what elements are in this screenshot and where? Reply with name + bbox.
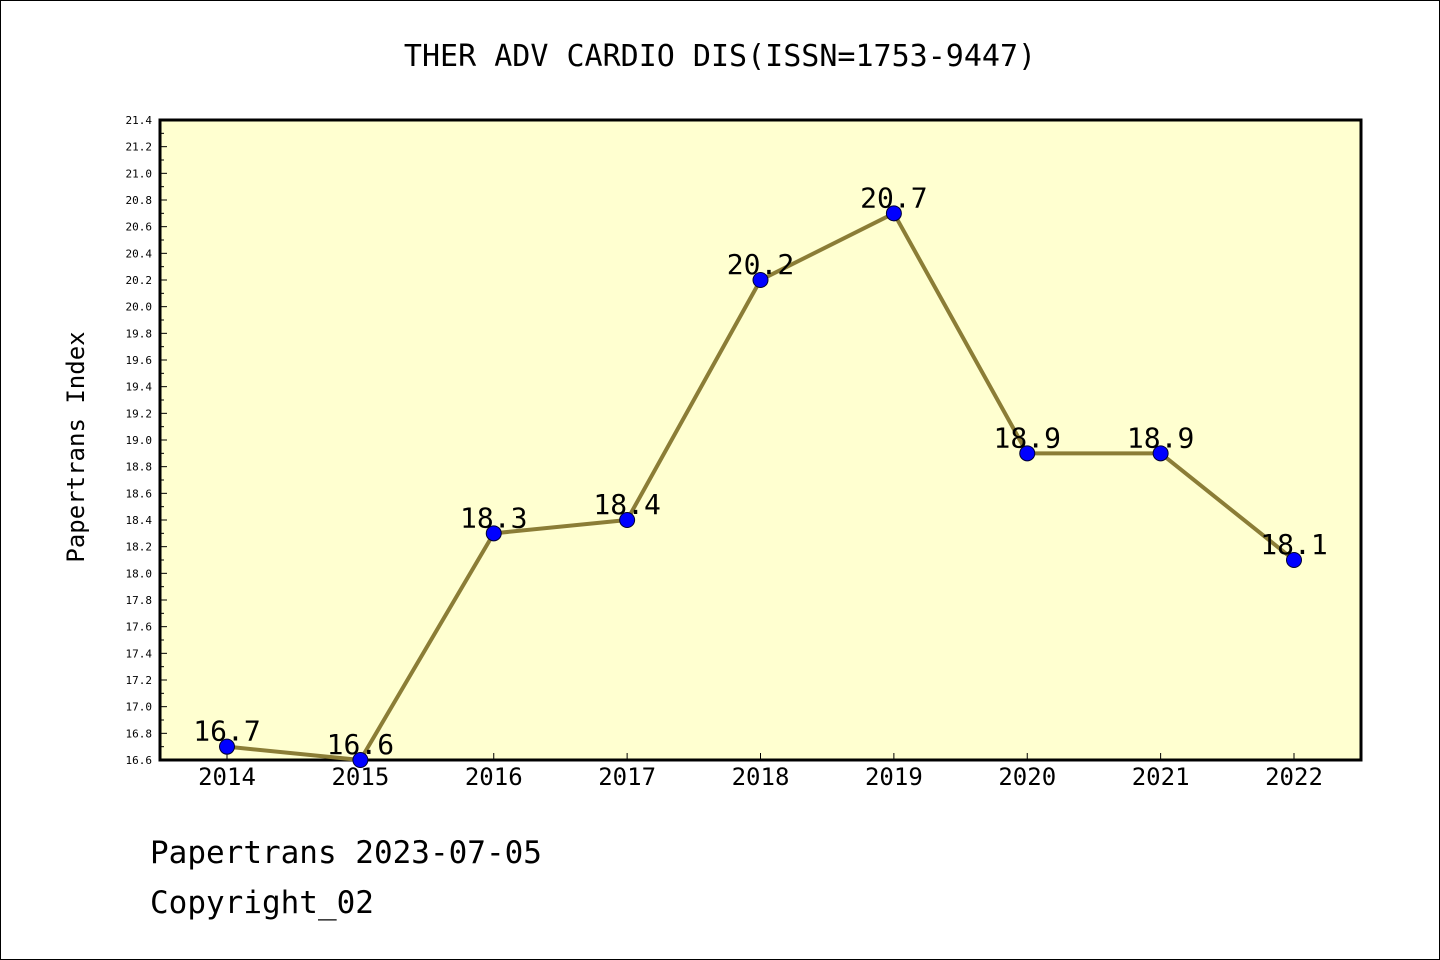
y-axis-label: Papertrans Index: [62, 331, 90, 562]
x-tick-label: 2022: [1265, 763, 1323, 791]
x-tick-label: 2014: [198, 763, 256, 791]
data-point: [219, 738, 235, 755]
y-tick-label: 20.8: [126, 194, 153, 207]
chart-title: THER ADV CARDIO DIS(ISSN=1753-9447): [404, 39, 1036, 74]
y-tick-label: 21.4: [126, 114, 153, 127]
y-tick-label: 18.2: [126, 541, 153, 554]
data-point: [619, 512, 636, 528]
x-tick-label: 2017: [598, 763, 656, 791]
series-layer: [219, 205, 1302, 768]
data-label: 18.9: [994, 421, 1061, 454]
y-tick-label: 20.6: [126, 221, 153, 234]
data-point: [1019, 445, 1036, 462]
y-tick-label: 18.8: [126, 461, 153, 474]
y-tick-label: 19.0: [126, 434, 153, 447]
x-tick-label: 2021: [1132, 763, 1190, 791]
y-tick-label: 17.2: [126, 674, 153, 687]
data-labels-layer: 16.7 16.6 18.3 18.4 20.2 20.7 18.9 18.9 18.1: [193, 181, 1327, 761]
y-tick-label: 19.2: [126, 407, 153, 420]
y-tick-label: 20.0: [126, 301, 153, 314]
y-tick-label: 18.0: [126, 567, 153, 580]
y-tick-label: 17.6: [126, 621, 153, 634]
y-tick-label: 17.4: [126, 647, 153, 660]
y-tick-label: 16.6: [126, 754, 153, 767]
data-point: [352, 752, 369, 768]
y-tick-label: 19.4: [126, 381, 153, 394]
data-point: [885, 205, 902, 222]
data-label: 16.6: [327, 728, 394, 761]
x-tick-label: 2019: [865, 763, 923, 791]
data-point: [485, 525, 502, 542]
x-tick-label: 2020: [998, 763, 1056, 791]
y-tick-label: 18.6: [126, 487, 153, 500]
y-tick-label: 21.2: [126, 141, 153, 154]
x-tick-label: 2018: [732, 763, 790, 791]
footer-date: Papertrans 2023-07-05: [150, 835, 542, 871]
x-axis-ticks: 2014 2015 2016 2017 2018 2019 2020 2021 2022: [198, 753, 1323, 791]
data-label: 18.3: [460, 501, 527, 534]
data-label: 20.2: [727, 248, 794, 281]
y-tick-label: 17.8: [126, 594, 153, 607]
y-tick-label: 21.0: [126, 167, 153, 180]
y-tick-label: 20.4: [126, 247, 153, 260]
y-tick-label: 17.0: [126, 701, 153, 714]
y-tick-label: 19.8: [126, 327, 153, 340]
footer-copyright: Copyright_02: [150, 885, 374, 921]
y-axis-ticks: 16.6 16.8 17.0 17.2 17.4 17.6 17.8 18.0 18.2 18.4…: [126, 114, 167, 767]
y-tick-label: 18.4: [126, 514, 153, 527]
data-point: [1152, 445, 1169, 462]
data-point: [1286, 552, 1302, 568]
y-tick-label: 20.2: [126, 274, 153, 287]
data-label: 18.9: [1127, 421, 1194, 454]
data-point: [752, 272, 769, 288]
y-tick-label: 19.6: [126, 354, 153, 367]
y-tick-label: 16.8: [126, 727, 153, 740]
data-label: 18.4: [593, 488, 660, 521]
plot-area: [158, 118, 1363, 762]
data-label: 20.7: [860, 181, 927, 214]
x-tick-label: 2016: [465, 763, 523, 791]
data-label: 16.7: [193, 715, 260, 748]
data-label: 18.1: [1260, 528, 1327, 561]
